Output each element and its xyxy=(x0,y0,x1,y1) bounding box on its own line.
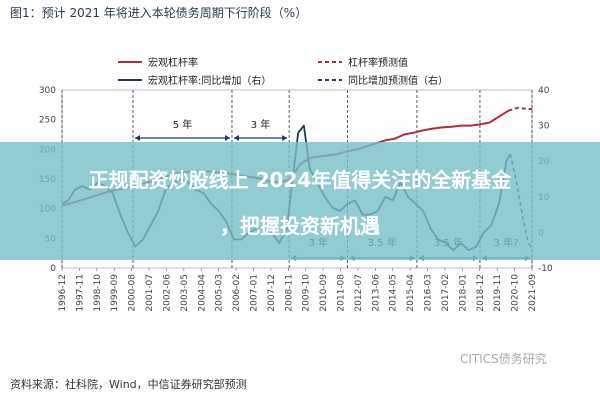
left-axis-tick-label: 300 xyxy=(39,86,56,96)
banner-subheadline[interactable]: ，把握投资新机遇 xyxy=(220,214,380,238)
x-axis-tick-label: 2012-07 xyxy=(354,274,364,312)
banner-headline[interactable]: 正规配资炒股线上 2024年值得关注的全新基金 xyxy=(88,168,512,192)
legend-label: 同比增加预测值（右） xyxy=(348,74,448,87)
x-axis-tick-label: 2000-08 xyxy=(128,274,138,312)
right-axis-tick-label: -10 xyxy=(538,264,553,274)
x-axis-tick-label: 2002-06 xyxy=(162,274,172,312)
x-axis-tick-label: 2019-11 xyxy=(493,274,503,312)
x-axis-tick-label: 1999-09 xyxy=(110,274,120,312)
watermark: CITICS债务研究 xyxy=(460,352,547,366)
right-axis-tick-label: 30 xyxy=(538,122,550,132)
x-axis-tick-label: 2014-05 xyxy=(389,274,399,312)
x-axis-tick-label: 1996-12 xyxy=(58,274,68,312)
x-axis-tick-label: 2008-11 xyxy=(284,274,294,312)
x-axis-tick-label: 2011-08 xyxy=(337,274,347,312)
x-axis-tick-label: 2018-12 xyxy=(476,274,486,312)
x-axis-tick-label: 2010-09 xyxy=(319,274,329,312)
legend-label: 杠杆率预测值 xyxy=(348,56,408,69)
x-axis-tick-label: 2021-09 xyxy=(528,274,538,312)
x-axis-tick-label: 2018-01 xyxy=(458,274,468,312)
source-note: 资料来源：社科院，Wind，中信证券研究部预测 xyxy=(10,378,247,391)
annotation-label: 3 年 xyxy=(251,118,271,131)
right-axis-tick-label: 40 xyxy=(538,86,550,96)
annotation-arrow-head-left xyxy=(134,135,140,141)
x-axis-tick-label: 2004-04 xyxy=(197,274,207,312)
annotation-arrow-head-right xyxy=(282,135,288,141)
series-line-1 xyxy=(507,106,532,112)
x-axis-tick-label: 2007-12 xyxy=(267,274,277,312)
x-axis-tick-label: 1998-10 xyxy=(93,274,103,312)
x-axis-tick-label: 2013-06 xyxy=(371,274,381,312)
legend-label: 宏观杠杆率 xyxy=(148,56,198,69)
overlay-banner xyxy=(0,142,600,260)
figure-title: 图1：预计 2021 年将进入本轮债务周期下行阶段（%） xyxy=(10,6,308,20)
x-axis-tick-label: 2007-01 xyxy=(249,274,259,312)
x-axis-tick-label: 2020-10 xyxy=(511,274,521,312)
x-axis-tick-label: 1997-11 xyxy=(75,274,85,312)
annotation-arrow-head-left xyxy=(233,135,239,141)
x-axis-tick-label: 2006-02 xyxy=(232,274,242,312)
annotation-arrow-head-right xyxy=(224,135,230,141)
x-axis-tick-label: 2009-10 xyxy=(302,274,312,312)
x-axis-tick-label: 2017-02 xyxy=(441,274,451,312)
x-axis-tick-label: 2003-05 xyxy=(180,274,190,312)
x-axis-tick-label: 2016-03 xyxy=(424,274,434,312)
left-axis-tick-label: 250 xyxy=(39,116,56,126)
x-axis-tick-label: 2015-04 xyxy=(406,274,416,312)
x-axis-tick-label: 2001-07 xyxy=(145,274,155,312)
annotation-label: 5 年 xyxy=(173,118,193,131)
left-axis-tick-label: 0 xyxy=(50,264,56,274)
legend-label: 宏观杠杆率:同比增加（右） xyxy=(148,74,271,87)
x-axis-tick-label: 2005-03 xyxy=(215,274,225,312)
